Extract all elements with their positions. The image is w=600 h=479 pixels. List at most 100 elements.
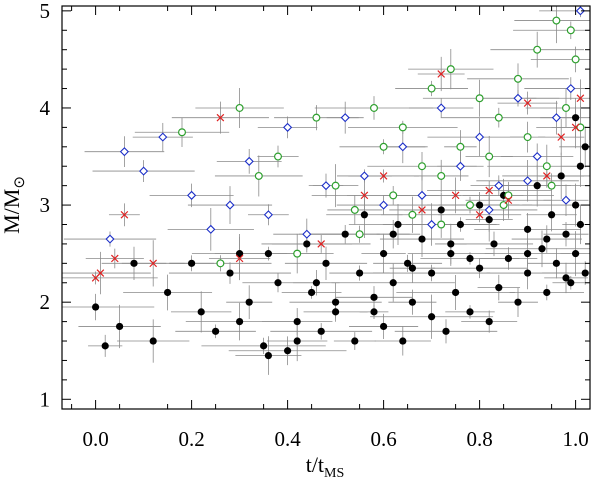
x-axis-title-subscript: MS — [324, 466, 344, 479]
black-filled-circle-point — [293, 318, 301, 326]
blue-open-diamond-point — [575, 6, 585, 16]
x-axis-title: t/tMS — [306, 452, 345, 479]
black-filled-circle-point — [370, 308, 378, 316]
blue-open-diamond-point — [484, 205, 494, 215]
y-tick-labels: 1 2 3 4 5 — [40, 0, 51, 411]
black-filled-circle-point — [447, 240, 455, 248]
black-filled-circle-point — [380, 322, 388, 331]
green-open-circle-point — [437, 171, 446, 180]
red-cross-point — [149, 259, 158, 268]
plot-frame — [61, 5, 591, 410]
x-tick-label: 0.4 — [274, 427, 301, 451]
y-tick-label: 5 — [40, 0, 51, 23]
black-filled-circle-point — [562, 230, 570, 238]
black-filled-circle-point — [452, 288, 460, 297]
black-filled-circle-point — [236, 318, 244, 326]
black-filled-circle-point — [466, 308, 474, 316]
black-filled-circle-point — [476, 264, 484, 272]
blue-open-diamond-point — [263, 210, 273, 220]
red-cross-point — [557, 133, 566, 141]
green-open-circle-point — [216, 259, 225, 268]
red-cross-point — [475, 210, 484, 219]
green-open-circle-point — [513, 74, 522, 83]
black-filled-circle-point — [274, 279, 282, 287]
black-filled-circle-point — [212, 327, 220, 335]
black-filled-circle-point — [514, 298, 522, 306]
blue-open-diamond-point — [321, 181, 331, 191]
blue-open-diamond-point — [532, 151, 542, 162]
red-cross-point — [504, 196, 513, 205]
green-open-circle-point — [446, 65, 455, 74]
black-filled-circle-point — [164, 288, 172, 297]
green-open-circle-point — [456, 142, 465, 151]
blue-open-diamond-point — [561, 195, 571, 205]
x-tick-label: 0.6 — [370, 427, 396, 451]
red-cross-stroke-b — [576, 94, 585, 103]
black-filled-circle-point — [572, 114, 580, 122]
black-filled-circle-point — [533, 182, 541, 190]
error-bars-layer — [62, 6, 590, 375]
red-cross-point — [120, 210, 129, 219]
green-open-circle-point — [427, 84, 436, 93]
black-filled-circle-point — [466, 254, 474, 263]
black-filled-circle-point — [456, 220, 464, 229]
green-open-circle-point — [408, 210, 417, 219]
blue-open-diamond-point — [139, 166, 149, 176]
blue-open-diamond-point — [225, 200, 235, 210]
black-filled-circle-point — [312, 279, 320, 287]
red-cross-point — [437, 70, 446, 78]
black-filled-circle-point — [524, 269, 532, 277]
blue-open-diamond-point — [105, 234, 115, 244]
black-filled-circle-point — [130, 259, 138, 267]
green-open-circle-point — [398, 123, 407, 132]
black-filled-circle-point — [322, 259, 330, 267]
green-open-circle-point — [547, 181, 556, 190]
red-cross-stroke-b — [542, 172, 551, 180]
y-axis-title: M/M⊙ — [0, 176, 28, 234]
blue-open-diamond-point — [436, 103, 446, 113]
black-filled-circle-point — [447, 250, 455, 258]
black-filled-circle-point — [490, 240, 498, 248]
green-open-circle-point — [331, 181, 340, 190]
red-cross-point — [235, 254, 244, 263]
green-open-circle-point — [274, 152, 283, 161]
red-cross-stroke-b — [437, 70, 446, 78]
red-cross-point — [571, 123, 580, 132]
green-open-circle-point — [312, 113, 321, 122]
black-filled-circle-point — [576, 162, 585, 170]
black-filled-circle-point — [552, 259, 561, 267]
black-filled-circle-point — [116, 322, 124, 331]
blue-open-diamond-point — [206, 224, 216, 234]
x-axis-title-main: t/t — [306, 452, 324, 477]
red-cross-stroke-b — [557, 133, 566, 141]
red-cross-point — [216, 113, 225, 122]
green-open-circle-point — [566, 26, 575, 35]
black-filled-circle-point — [495, 284, 503, 292]
black-filled-circle-point — [264, 250, 272, 258]
black-filled-circle-point — [504, 254, 512, 263]
black-filled-circle-point — [567, 279, 575, 287]
black-filled-circle-point — [543, 235, 551, 243]
black-filled-circle-point — [264, 351, 272, 360]
black-filled-circle-point — [284, 347, 292, 355]
black-filled-circle-point — [317, 327, 325, 335]
blue-open-diamond-point — [244, 156, 254, 166]
blue-open-diamond-point — [379, 200, 389, 210]
black-filled-circle-point — [408, 298, 416, 306]
green-open-circle-point — [485, 152, 494, 161]
black-filled-circle-point — [524, 250, 532, 258]
green-open-circle-point — [576, 123, 585, 132]
black-filled-circle-point — [562, 274, 570, 282]
blue-open-diamond-point — [359, 171, 369, 181]
red-cross-point — [576, 94, 585, 103]
black-filled-circle-point — [404, 259, 412, 267]
green-open-circle-point — [552, 16, 561, 25]
black-filled-circle-point — [245, 298, 253, 306]
black-filled-circle-point — [197, 308, 205, 316]
green-open-circle-point — [561, 103, 570, 112]
black-filled-circle-point — [399, 337, 407, 345]
black-filled-circle-point — [543, 288, 551, 297]
black-filled-circle-point — [524, 225, 532, 233]
black-filled-circle-point — [572, 250, 580, 258]
